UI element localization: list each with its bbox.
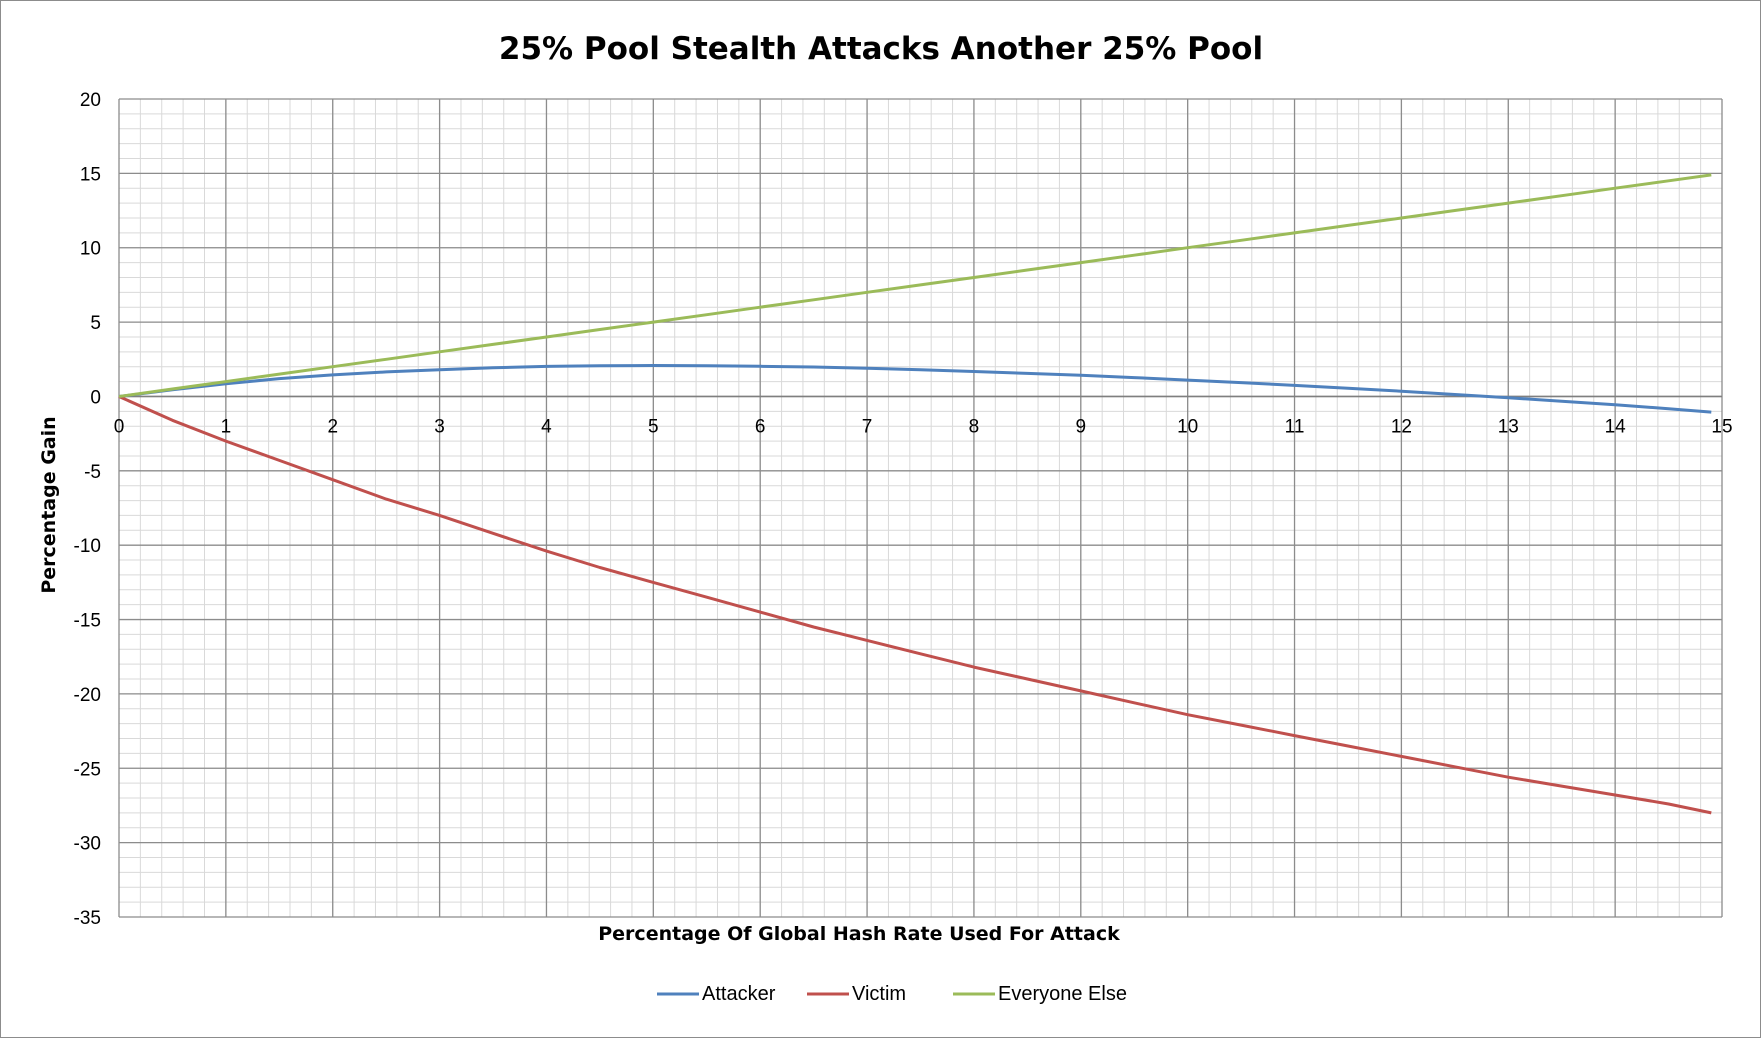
series-line-attacker — [118, 364, 1712, 414]
series-line-everyone-else — [118, 173, 1712, 398]
y-tick-label: 5 — [90, 313, 101, 334]
x-tick-label: 7 — [862, 416, 873, 437]
y-tick-label: -25 — [74, 759, 101, 780]
series-line-victim — [118, 395, 1712, 815]
legend-label: Victim — [852, 983, 906, 1005]
x-tick-label: 1 — [221, 416, 232, 437]
legend-label: Everyone Else — [998, 983, 1127, 1005]
x-tick-label: 9 — [1076, 416, 1087, 437]
y-tick-labels: 20 15 10 5 0 -5 -10 -15 -20 -25 -30 -35 — [74, 90, 101, 929]
x-tick-label: 15 — [1711, 416, 1732, 437]
y-tick-label: 20 — [80, 90, 101, 111]
x-tick-label: 11 — [1285, 416, 1305, 437]
x-axis-title: Percentage Of Global Hash Rate Used For … — [598, 923, 1120, 945]
series-lines — [118, 173, 1712, 815]
y-tick-label: -35 — [74, 908, 101, 929]
x-tick-label: 4 — [541, 416, 552, 437]
minor-gridlines — [118, 98, 1723, 918]
y-tick-label: 10 — [80, 239, 101, 260]
chart-title: 25% Pool Stealth Attacks Another 25% Poo… — [499, 31, 1263, 67]
plot-area — [119, 99, 1722, 917]
x-tick-labels: 0 1 2 3 4 5 6 7 8 9 10 11 12 13 14 15 — [114, 416, 1733, 437]
x-tick-label: 10 — [1177, 416, 1198, 437]
legend-label: Attacker — [702, 983, 776, 1005]
x-tick-label: 0 — [114, 416, 125, 437]
y-axis-title: Percentage Gain — [38, 416, 60, 593]
x-tick-label: 12 — [1391, 416, 1412, 437]
y-tick-label: -5 — [84, 462, 101, 483]
y-tick-label: -20 — [74, 685, 101, 706]
x-tick-label: 13 — [1498, 416, 1519, 437]
y-tick-label: -15 — [74, 611, 101, 632]
x-tick-label: 2 — [327, 416, 338, 437]
x-tick-label: 8 — [969, 416, 980, 437]
x-tick-label: 3 — [434, 416, 445, 437]
y-tick-label: -30 — [74, 834, 101, 855]
x-tick-label: 5 — [648, 416, 659, 437]
y-tick-label: -10 — [74, 536, 101, 557]
x-tick-label: 14 — [1605, 416, 1627, 437]
y-tick-label: 0 — [90, 387, 101, 408]
legend: Attacker Victim Everyone Else — [657, 983, 1127, 1005]
y-tick-label: 15 — [80, 164, 101, 185]
x-tick-label: 6 — [755, 416, 766, 437]
